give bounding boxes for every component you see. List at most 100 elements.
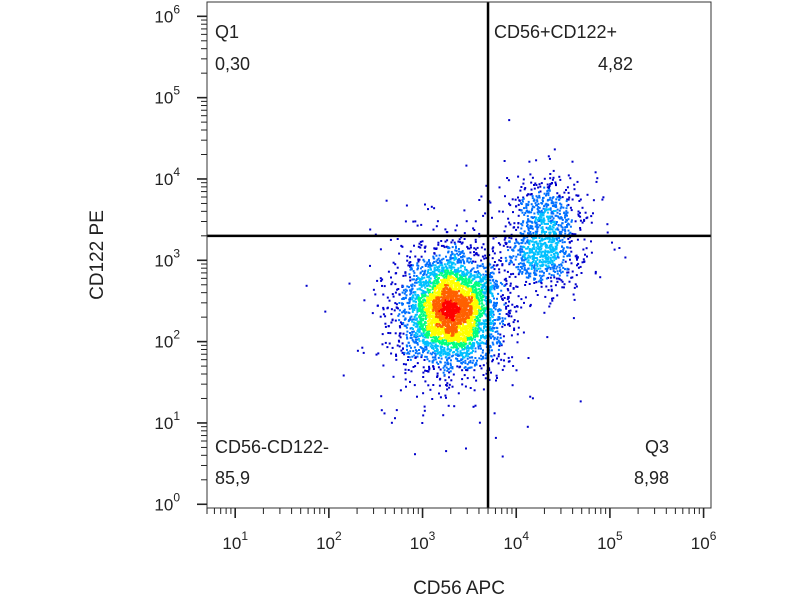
event-dot	[549, 266, 552, 269]
event-dot	[537, 213, 540, 216]
event-dot	[462, 309, 465, 312]
event-dot	[480, 323, 483, 326]
event-dot	[408, 305, 411, 308]
event-dot	[418, 242, 421, 245]
event-dot	[578, 211, 581, 214]
event-dot	[439, 292, 442, 295]
event-dot	[539, 185, 542, 188]
event-dot	[422, 371, 425, 374]
event-dot	[451, 367, 454, 370]
event-dot	[421, 270, 424, 273]
event-dot	[491, 292, 494, 295]
event-dot	[520, 227, 523, 230]
event-dot	[444, 281, 447, 284]
event-dot	[515, 240, 518, 243]
event-dot	[533, 216, 536, 219]
event-dot	[427, 265, 430, 268]
event-dot	[470, 339, 473, 342]
event-dot	[538, 248, 541, 251]
event-dot	[475, 334, 478, 336]
event-dot	[425, 355, 428, 358]
event-dot	[479, 334, 482, 337]
event-dot	[474, 260, 477, 263]
event-dot	[585, 217, 588, 220]
event-dot	[433, 266, 436, 269]
event-dot	[438, 322, 440, 324]
event-dot	[463, 209, 466, 212]
event-dot	[491, 284, 494, 287]
event-dot	[566, 211, 569, 214]
event-dot	[535, 233, 537, 236]
event-dot	[473, 297, 476, 300]
event-dot	[482, 273, 485, 276]
event-dot	[435, 312, 438, 315]
event-dot	[401, 351, 404, 354]
event-dot	[493, 412, 496, 415]
event-dot	[409, 268, 412, 271]
event-dot	[476, 335, 479, 338]
event-dot	[438, 330, 441, 333]
event-dot	[442, 314, 444, 317]
event-dot	[449, 364, 452, 367]
event-dot	[555, 198, 558, 201]
event-dot	[440, 240, 443, 242]
event-dot	[542, 214, 545, 217]
event-dot	[423, 270, 426, 273]
event-dot	[550, 245, 553, 248]
event-dot	[471, 311, 474, 314]
event-dot	[515, 238, 518, 241]
event-dot	[540, 216, 543, 219]
event-dot	[494, 285, 497, 288]
event-dot	[416, 320, 419, 323]
event-dot	[453, 266, 456, 269]
event-dot	[550, 280, 553, 283]
event-dot	[503, 303, 506, 306]
event-dot	[464, 327, 467, 330]
event-dot	[499, 281, 502, 284]
event-dot	[381, 284, 383, 287]
event-dot	[434, 279, 437, 281]
event-dot	[531, 240, 534, 243]
event-dot	[554, 228, 557, 231]
event-dot	[479, 264, 482, 267]
event-dot	[549, 225, 551, 228]
event-dot	[501, 294, 504, 297]
event-dot	[452, 262, 455, 264]
event-dot	[476, 294, 479, 297]
event-dot	[421, 266, 424, 268]
event-dot	[459, 350, 462, 353]
event-dot	[414, 338, 417, 341]
event-dot	[465, 164, 468, 167]
event-dot	[551, 297, 553, 300]
event-dot	[472, 267, 475, 270]
event-dot	[522, 197, 525, 200]
event-dot	[506, 245, 509, 248]
event-dot	[472, 349, 474, 352]
event-dot	[382, 364, 385, 367]
event-dot	[424, 250, 427, 253]
event-dot	[460, 303, 463, 306]
event-dot	[422, 392, 425, 395]
event-dot	[547, 241, 550, 243]
event-dot	[467, 349, 470, 352]
event-dot	[414, 322, 417, 325]
event-dot	[432, 351, 434, 354]
event-dot	[434, 339, 437, 342]
event-dot	[544, 238, 546, 240]
event-dot	[425, 346, 428, 349]
event-dot	[483, 325, 485, 328]
event-dot	[445, 396, 447, 399]
event-dot	[558, 239, 561, 242]
event-dot	[437, 313, 440, 315]
event-dot	[455, 287, 457, 290]
event-dot	[492, 250, 494, 253]
event-dot	[432, 294, 435, 297]
event-dot	[432, 333, 435, 336]
event-dot	[465, 279, 468, 282]
event-dot	[434, 354, 437, 357]
event-dot	[439, 304, 441, 307]
event-dot	[538, 194, 541, 197]
event-dot	[473, 312, 476, 315]
event-dot	[468, 331, 471, 333]
